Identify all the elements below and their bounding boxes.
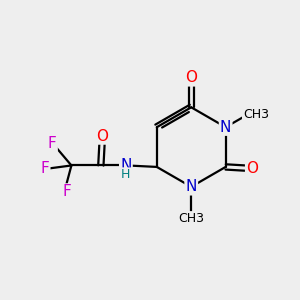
Text: O: O [96,128,108,143]
Text: N: N [120,158,132,173]
Text: O: O [246,161,258,176]
Text: N: N [220,120,231,135]
Text: F: F [40,161,49,176]
Text: CH3: CH3 [243,108,269,121]
Text: F: F [63,184,71,200]
Text: O: O [185,70,197,86]
Text: N: N [185,179,197,194]
Text: H: H [121,168,130,182]
Text: F: F [48,136,57,152]
Text: CH3: CH3 [178,212,204,225]
